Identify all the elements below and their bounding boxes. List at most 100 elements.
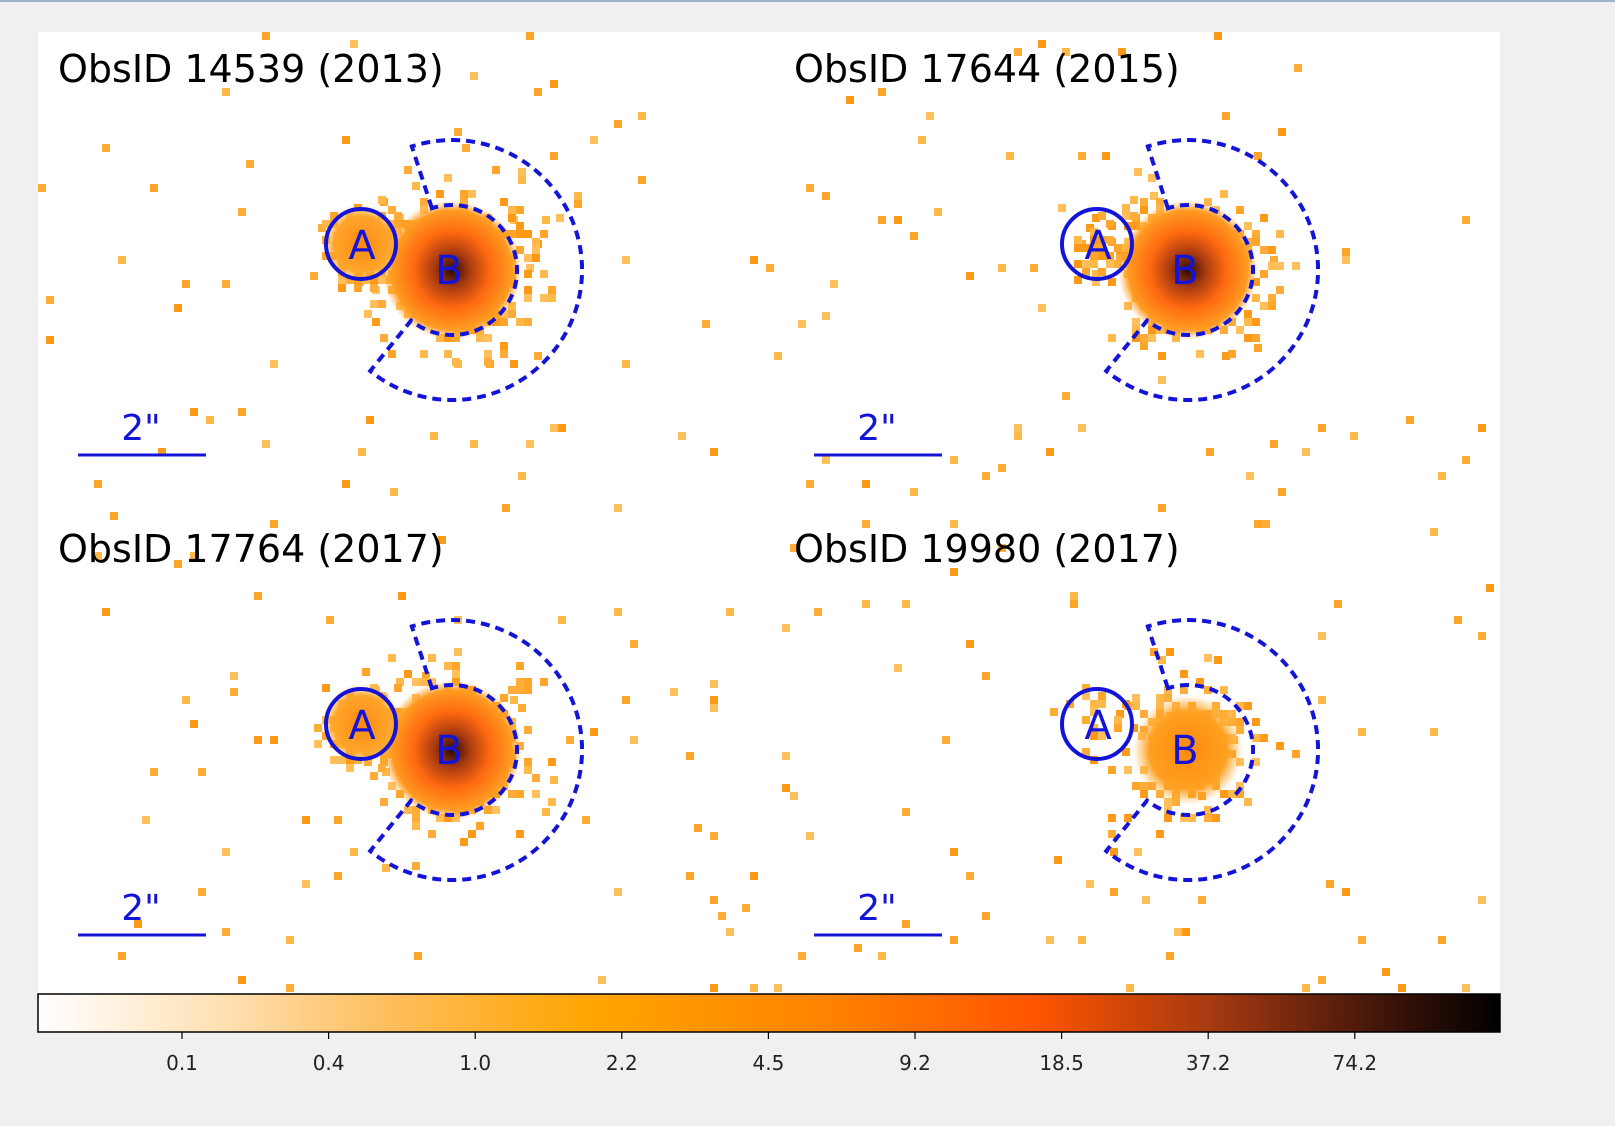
scale-label: 2": [857, 408, 896, 449]
pixel: [270, 736, 278, 744]
pixel: [460, 190, 468, 198]
pixel: [566, 736, 574, 744]
pixel: [1174, 928, 1182, 936]
pixel: [1126, 984, 1134, 992]
pixel: [302, 880, 310, 888]
pixel: [330, 756, 338, 764]
pixel: [484, 350, 492, 358]
pixel: [1486, 584, 1494, 592]
pixel: [1074, 236, 1082, 244]
pixel: [1070, 600, 1078, 608]
pixel: [1150, 192, 1158, 200]
pixel: [524, 758, 532, 766]
pixel: [518, 704, 526, 712]
pixel: [1398, 984, 1406, 992]
pixel: [806, 480, 814, 488]
pixel: [1478, 896, 1486, 904]
pixel: [262, 440, 270, 448]
pixel: [396, 678, 404, 686]
pixel: [302, 816, 310, 824]
pixel: [1252, 734, 1260, 742]
pixel: [404, 670, 412, 678]
pixel: [548, 758, 556, 766]
pixel: [630, 736, 638, 744]
pixel: [1110, 888, 1118, 896]
pixel: [1046, 448, 1054, 456]
pixel: [1098, 692, 1106, 700]
pixel: [1098, 212, 1106, 220]
pixel: [1236, 326, 1244, 334]
pixel: [338, 756, 346, 764]
pixel: [158, 448, 166, 456]
panel-title: ObsID 19980 (2017): [794, 527, 1180, 571]
pixel: [742, 904, 750, 912]
pixel: [1106, 220, 1114, 228]
pixel: [1158, 376, 1166, 384]
pixel: [230, 688, 238, 696]
pixel: [1270, 256, 1278, 264]
pixel: [774, 352, 782, 360]
pixel: [342, 136, 350, 144]
pixel: [500, 694, 508, 702]
pixel: [1140, 198, 1148, 206]
pixel: [1342, 888, 1350, 896]
source-b-label: B: [435, 728, 462, 774]
pixel: [1132, 334, 1140, 342]
pixel: [534, 88, 542, 96]
pixel: [540, 294, 548, 302]
pixel: [388, 654, 396, 662]
pixel: [718, 912, 726, 920]
pixel: [542, 216, 550, 224]
pixel: [370, 772, 378, 780]
pixel: [174, 560, 182, 568]
pixel: [516, 246, 524, 254]
pixel: [510, 360, 518, 368]
pixel: [1124, 766, 1132, 774]
pixel: [798, 320, 806, 328]
pixel: [574, 192, 582, 200]
pixel: [638, 112, 646, 120]
pixel: [412, 822, 420, 830]
pixel: [998, 464, 1006, 472]
pixel: [998, 544, 1006, 552]
pixel: [1114, 260, 1122, 268]
pixel: [1204, 806, 1212, 814]
pixel: [1090, 708, 1098, 716]
pixel: [518, 472, 526, 480]
pixel: [1302, 448, 1310, 456]
pixel: [910, 488, 918, 496]
pixel: [862, 520, 870, 528]
pixel: [782, 784, 790, 792]
pixel: [314, 724, 322, 732]
pixel: [1082, 268, 1090, 276]
pixel: [622, 256, 630, 264]
pixel: [314, 740, 322, 748]
pixel: [710, 984, 718, 992]
pixel: [1220, 686, 1228, 694]
pixel: [548, 798, 556, 806]
pixel: [364, 310, 372, 318]
pixel: [508, 686, 516, 694]
pixel: [524, 678, 532, 686]
pixel: [1342, 248, 1350, 256]
pixel: [502, 504, 510, 512]
pixel: [1140, 206, 1148, 214]
pixel: [1220, 790, 1228, 798]
pixel: [1164, 798, 1172, 806]
pixel: [1252, 230, 1260, 238]
pixel: [1074, 276, 1082, 284]
pixel: [484, 358, 492, 366]
pixel: [1166, 648, 1174, 656]
pixel: [822, 312, 830, 320]
panel-title: ObsID 17644 (2015): [794, 47, 1180, 91]
pixel: [1478, 424, 1486, 432]
pixel: [1074, 244, 1082, 252]
pixel: [414, 952, 422, 960]
pixel: [492, 166, 500, 174]
pixel: [222, 88, 230, 96]
pixel: [524, 686, 532, 694]
pixel: [1204, 686, 1212, 694]
pixel: [1228, 710, 1236, 718]
region-b: [367, 618, 585, 882]
